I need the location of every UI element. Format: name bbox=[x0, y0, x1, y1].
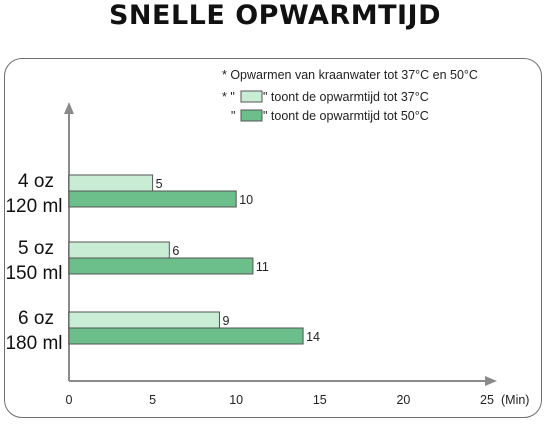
bar-50c-1 bbox=[68, 190, 237, 208]
legend-label-37: " toont de opwarmtijd tot 37°C bbox=[263, 90, 429, 104]
category-label-ml: 150 ml bbox=[5, 263, 62, 284]
category-label-ml: 120 ml bbox=[5, 196, 62, 217]
x-axis-arrow bbox=[485, 376, 497, 386]
bar-37c-1 bbox=[68, 174, 154, 192]
data-label: 5 bbox=[156, 177, 163, 191]
legend-swatch-50 bbox=[240, 109, 263, 122]
bar-50c-2 bbox=[68, 257, 254, 275]
bar-37c-3 bbox=[68, 311, 220, 329]
data-label: 9 bbox=[222, 314, 229, 328]
legend-note: * Opwarmen van kraanwater tot 37°C en 50… bbox=[222, 68, 478, 82]
legend: * Opwarmen van kraanwater tot 37°C en 50… bbox=[222, 68, 478, 123]
x-tick-label: 0 bbox=[66, 393, 73, 407]
x-axis-unit: (Min) bbox=[501, 393, 529, 407]
legend-prefix-37: * " bbox=[222, 90, 235, 104]
x-tick-label: 15 bbox=[313, 393, 327, 407]
legend-swatch-37 bbox=[240, 90, 263, 103]
bar-50c-3 bbox=[68, 327, 304, 345]
x-tick-label: 10 bbox=[229, 393, 243, 407]
data-label: 6 bbox=[172, 244, 179, 258]
x-tick-label: 25 bbox=[480, 393, 494, 407]
data-label: 10 bbox=[239, 193, 253, 207]
category-label-oz: 5 oz bbox=[18, 238, 54, 259]
x-tick-label: 5 bbox=[149, 393, 156, 407]
chart-title: SNELLE OPWARMTIJD bbox=[108, 0, 442, 31]
x-tick-label: 20 bbox=[396, 393, 410, 407]
data-label: 11 bbox=[256, 260, 269, 274]
category-label-oz: 6 oz bbox=[18, 308, 54, 329]
legend-label-50: " toont de opwarmtijd tot 50°C bbox=[263, 109, 429, 123]
category-label-ml: 180 ml bbox=[5, 333, 62, 354]
legend-prefix-50: " bbox=[231, 109, 235, 123]
bar-37c-2 bbox=[68, 241, 170, 259]
category-label-oz: 4 oz bbox=[18, 171, 54, 192]
chart-frame bbox=[4, 58, 542, 418]
y-axis-arrow bbox=[64, 102, 74, 114]
data-label: 14 bbox=[306, 330, 320, 344]
